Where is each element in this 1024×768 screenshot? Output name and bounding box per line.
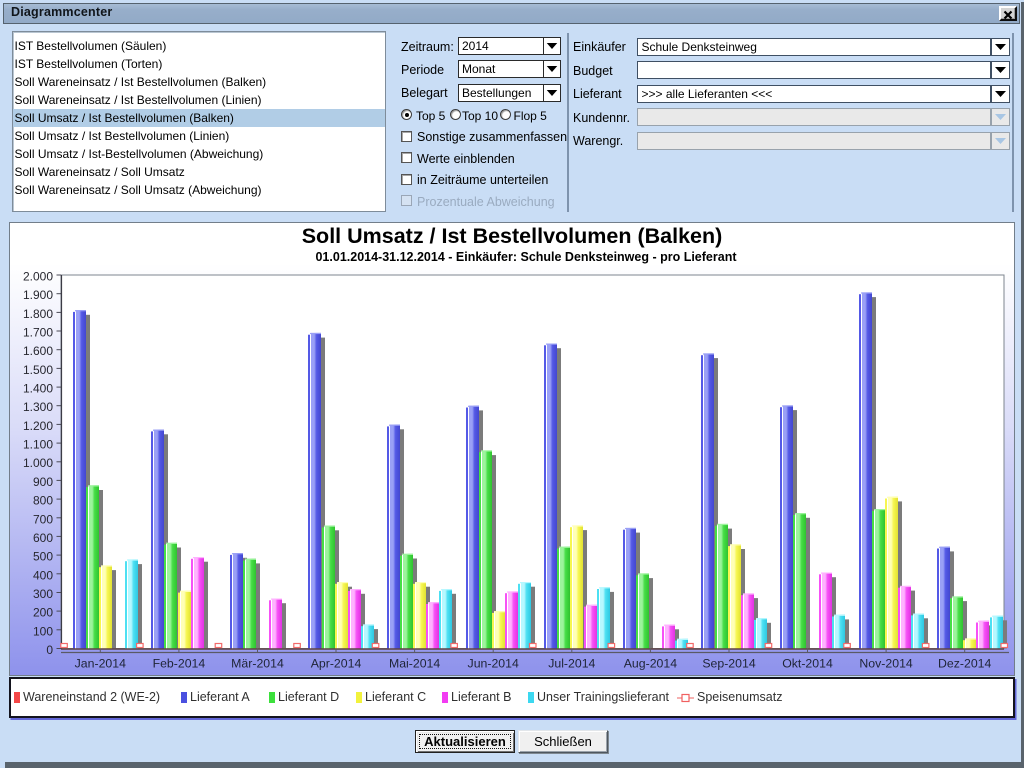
svg-text:1.100: 1.100 [23, 438, 53, 452]
svg-text:1.200: 1.200 [23, 419, 53, 433]
svg-text:600: 600 [33, 531, 53, 545]
svg-text:2.000: 2.000 [23, 270, 53, 284]
svg-text:300: 300 [33, 587, 53, 601]
svg-text:1.900: 1.900 [23, 288, 53, 302]
svg-text:Feb-2014: Feb-2014 [153, 657, 206, 671]
svg-text:Jul-2014: Jul-2014 [548, 657, 595, 671]
svg-text:Mär-2014: Mär-2014 [231, 657, 284, 671]
svg-text:200: 200 [33, 606, 53, 620]
svg-text:1.000: 1.000 [23, 456, 53, 470]
svg-text:1.600: 1.600 [23, 344, 53, 358]
svg-text:Dez-2014: Dez-2014 [938, 657, 991, 671]
svg-text:700: 700 [33, 512, 53, 526]
svg-text:0: 0 [46, 643, 53, 657]
svg-text:1.700: 1.700 [23, 326, 53, 340]
svg-text:100: 100 [33, 624, 53, 638]
svg-text:Jun-2014: Jun-2014 [468, 657, 519, 671]
svg-text:Mai-2014: Mai-2014 [389, 657, 440, 671]
svg-text:1.800: 1.800 [23, 307, 53, 321]
svg-text:Okt-2014: Okt-2014 [782, 657, 833, 671]
svg-text:1.400: 1.400 [23, 382, 53, 396]
svg-text:Nov-2014: Nov-2014 [859, 657, 912, 671]
svg-text:1.500: 1.500 [23, 363, 53, 377]
svg-text:Sep-2014: Sep-2014 [702, 657, 755, 671]
svg-text:Jan-2014: Jan-2014 [75, 657, 126, 671]
svg-text:800: 800 [33, 494, 53, 508]
svg-text:Aug-2014: Aug-2014 [624, 657, 677, 671]
svg-text:900: 900 [33, 475, 53, 489]
svg-text:500: 500 [33, 550, 53, 564]
svg-text:1.300: 1.300 [23, 400, 53, 414]
svg-text:Apr-2014: Apr-2014 [311, 657, 362, 671]
svg-text:400: 400 [33, 568, 53, 582]
